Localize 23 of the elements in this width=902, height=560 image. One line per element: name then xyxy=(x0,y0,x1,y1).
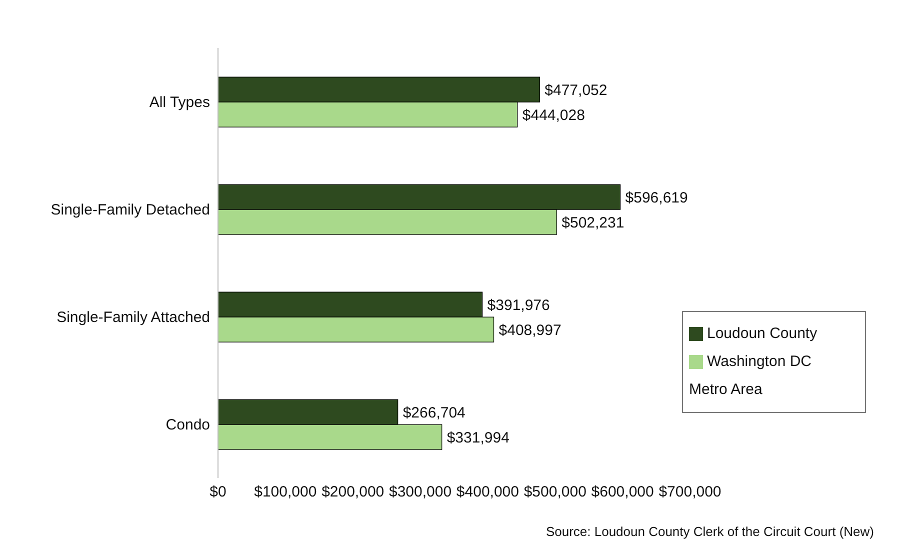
legend-label: Washington DC Metro Area xyxy=(689,353,812,398)
data-label: $331,994 xyxy=(446,429,510,446)
data-label: $391,976 xyxy=(487,296,550,314)
source-note: Source: Loudoun County Clerk of the Circuit Court (New) xyxy=(544,524,875,539)
x-tick-label: $300,000 xyxy=(388,484,452,501)
y-tick-label: Single-Family Detached xyxy=(50,202,210,219)
data-label: $444,028 xyxy=(522,106,585,124)
y-tick-label: Single-Family Attached xyxy=(56,309,210,326)
data-label: $477,052 xyxy=(544,82,608,99)
y-tick-label: All Types xyxy=(149,94,210,112)
x-tick-label: $700,000 xyxy=(658,484,722,501)
x-tick-label: $0 xyxy=(210,484,226,501)
x-tick-label: $400,000 xyxy=(456,484,520,501)
x-tick-label: $100,000 xyxy=(254,484,317,501)
data-label: $408,997 xyxy=(498,322,562,339)
data-label: $502,231 xyxy=(562,214,624,232)
x-tick-label: $200,000 xyxy=(322,484,384,501)
x-tick-label: $600,000 xyxy=(591,484,654,501)
y-tick-label: Condo xyxy=(166,416,210,434)
x-tick-label: $500,000 xyxy=(524,484,586,501)
data-label: $596,619 xyxy=(625,189,688,206)
legend-label: Loudoun County xyxy=(707,325,818,342)
data-label: $266,704 xyxy=(402,404,466,422)
